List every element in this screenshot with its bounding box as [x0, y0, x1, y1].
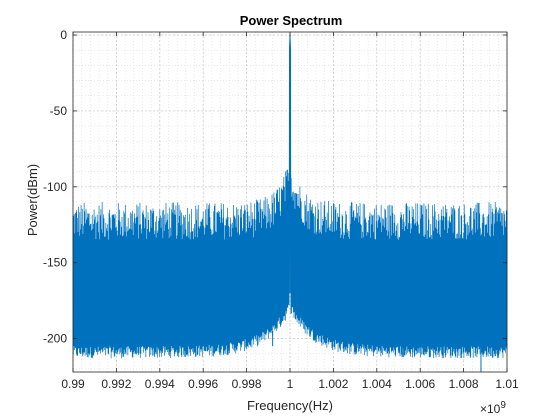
x-exponent-label: ×109	[480, 400, 506, 416]
x-exponent-base: ×10	[480, 402, 501, 416]
y-axis-label: Power(dBm)	[25, 164, 40, 236]
x-tick-label: 1.01	[495, 377, 519, 391]
x-tick-label: 0.998	[232, 377, 262, 391]
x-tick-label: 0.99	[61, 377, 85, 391]
y-tick-label: -200	[43, 332, 67, 346]
x-tick-label: 0.992	[101, 377, 131, 391]
x-axis: 0.99 0.992 0.994 0.996 0.998 1 1.002 1.004 1.006…	[61, 32, 519, 391]
x-tick-label: 0.996	[188, 377, 218, 391]
chart-title: Power Spectrum	[240, 13, 343, 28]
x-tick-label: 0.994	[145, 377, 175, 391]
x-tick-label: 1.004	[362, 377, 392, 391]
y-tick-label: -100	[43, 180, 67, 194]
y-tick-label: -150	[43, 256, 67, 270]
x-tick-label: 1.006	[405, 377, 435, 391]
x-tick-label: 1.002	[318, 377, 348, 391]
y-tick-label: 0	[60, 28, 67, 42]
y-tick-label: -50	[50, 104, 68, 118]
x-exponent-power: 9	[500, 400, 506, 411]
x-tick-label: 1.008	[449, 377, 479, 391]
y-axis: 0 -50 -100 -150 -200	[43, 28, 507, 346]
x-axis-label: Frequency(Hz)	[247, 398, 333, 413]
x-tick-label: 1	[287, 377, 294, 391]
